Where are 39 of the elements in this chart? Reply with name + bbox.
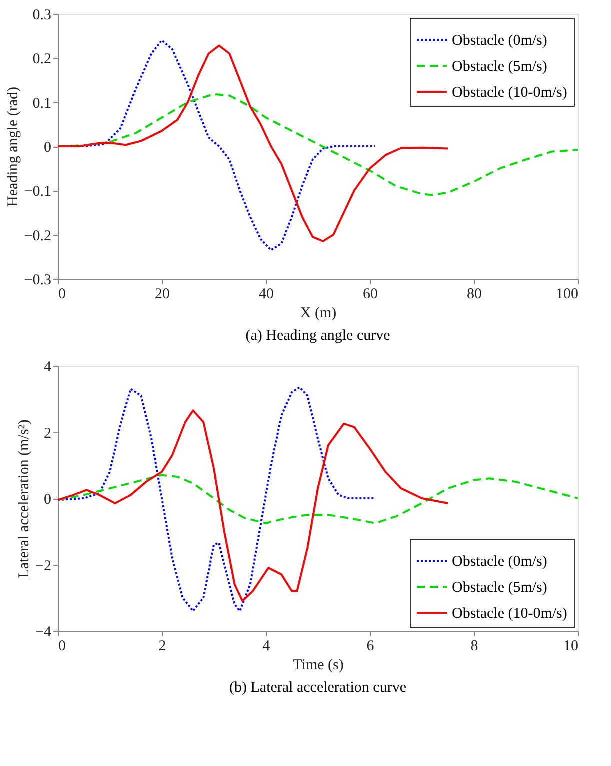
legend-label: Obstacle (10-0m/s): [452, 606, 568, 622]
y-tick-label: 0: [44, 492, 52, 508]
x-tick-label: 100: [556, 286, 578, 302]
x-tick-label: 10: [564, 638, 578, 654]
x-tick-label: 0: [58, 286, 66, 302]
y-tick-label: −4: [36, 624, 52, 640]
x-tick-label: 20: [155, 286, 170, 302]
x-tick-label: 6: [366, 638, 375, 654]
line-series: [57, 44, 449, 242]
text: (b) Lateral acceleration curve: [230, 680, 407, 696]
legend-label: Obstacle (0m/s): [452, 33, 548, 49]
x-tick-label: 60: [363, 286, 378, 302]
y-tick-label: −0.1: [24, 184, 52, 200]
x-tick-label: 80: [467, 286, 482, 302]
y-tick-label: 4: [44, 360, 52, 376]
x-tick-label: 40: [259, 286, 274, 302]
y-tick-label: −0.2: [24, 228, 52, 244]
text: (a) Heading angle curve: [246, 328, 391, 344]
legend-label: Obstacle (0m/s): [452, 554, 548, 570]
legend-label: Obstacle (5m/s): [452, 580, 548, 596]
x-axis-title: Time (s): [293, 658, 344, 674]
legend-label: Obstacle (5m/s): [452, 59, 548, 75]
y-tick-label: 2: [44, 426, 52, 442]
y-tick-label: 0: [44, 140, 52, 156]
y-axis-title: Heading angle (rad): [5, 87, 22, 207]
y-tick-label: −0.3: [24, 272, 52, 288]
legend-label: Obstacle (10-0m/s): [452, 85, 568, 101]
x-tick-label: 4: [262, 638, 271, 654]
x-tick-label: 0: [58, 638, 66, 654]
line-series: [57, 410, 449, 602]
y-axis-title: Lateral acceleration (m/s²): [16, 420, 33, 578]
line-series: [57, 474, 579, 524]
x-tick-label: 8: [470, 638, 478, 654]
y-tick-label: 0.3: [32, 8, 52, 24]
x-axis-title: X (m): [300, 306, 337, 322]
y-tick-label: −2: [36, 558, 52, 574]
x-tick-label: 2: [158, 638, 166, 654]
y-tick-label: 0.2: [32, 52, 52, 68]
y-tick-label: 0.1: [32, 96, 52, 112]
